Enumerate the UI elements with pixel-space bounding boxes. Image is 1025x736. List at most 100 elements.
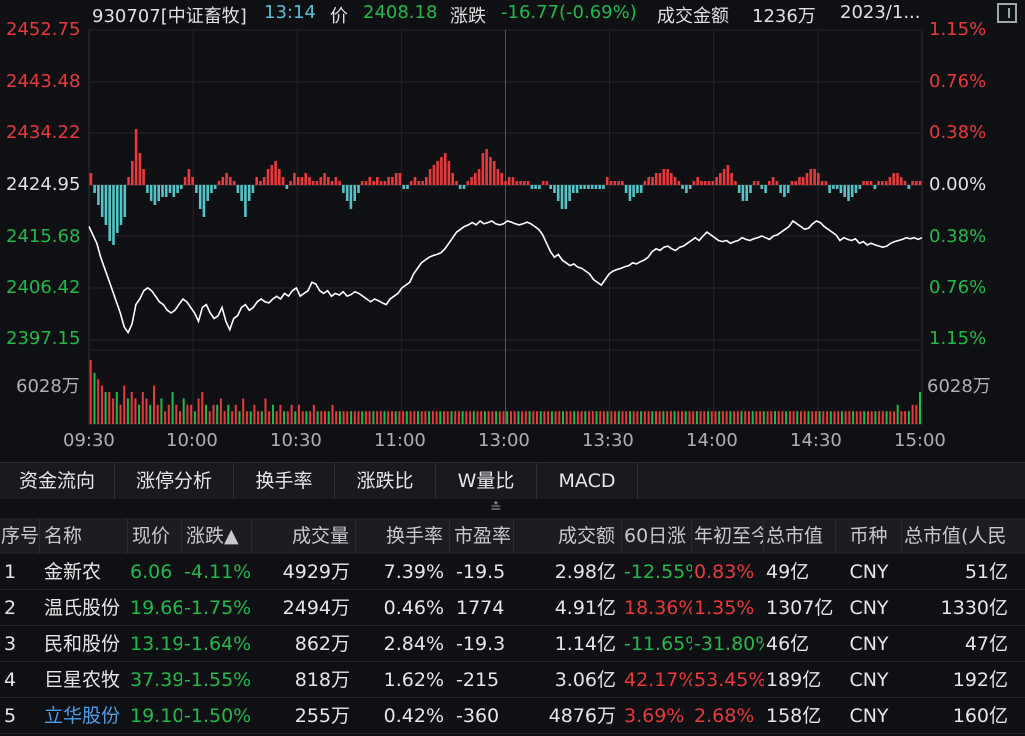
volume-bar (788, 411, 791, 424)
volume-bar (718, 411, 721, 424)
col-header-market-cap-cny[interactable]: 总市值(人民 (904, 525, 1007, 547)
change-bar (587, 185, 590, 189)
volume-bar (476, 411, 479, 424)
table-row[interactable]: 4 巨星农牧 37.39 -1.55% 818万 1.62% -215 3.06亿 42.17%… (0, 662, 1025, 698)
change-bar (300, 177, 304, 185)
turnover-label: 成交金额 (657, 6, 729, 27)
col-header-name[interactable]: 名称 (40, 518, 128, 554)
volume-bar (469, 411, 472, 424)
change-bar (100, 185, 104, 217)
volume-bar (405, 411, 408, 424)
volume-bar (249, 411, 252, 424)
change-bar (530, 185, 534, 189)
col-header-currency[interactable]: 币种 (836, 518, 902, 554)
cell-market-cap: 189亿 (766, 669, 822, 691)
cell-name: 巨星农牧 (44, 669, 121, 691)
volume-bar (272, 404, 274, 424)
price-line (88, 219, 923, 335)
volume-bar (394, 411, 397, 424)
volume-bar (699, 411, 702, 424)
tab-limit-up-analysis[interactable]: 涨停分析 (115, 463, 234, 499)
change-bar (142, 169, 145, 185)
volume-bar (517, 411, 520, 424)
change-bar (425, 177, 428, 185)
col-header-pe[interactable]: 市盈率 (450, 518, 514, 554)
change-bar (119, 185, 123, 225)
tab-fund-flow[interactable]: 资金流向 (0, 463, 115, 499)
volume-bar (904, 411, 907, 424)
volume-bar (751, 411, 754, 424)
layout-toggle-icon[interactable] (997, 3, 1017, 23)
change-bar (915, 181, 918, 185)
table-row[interactable]: 5 立华股份 19.10 -1.50% 255万 0.42% -360 4876万 3.69% 2… (0, 698, 1025, 734)
volume-bar (640, 411, 643, 424)
tab-turnover-rate[interactable]: 换手率 (234, 463, 335, 499)
change-bar (504, 181, 507, 185)
volume-bar (569, 411, 572, 424)
price-value: 2408.18 (363, 2, 438, 23)
col-header-index[interactable]: 序号 (0, 518, 40, 554)
change-bar (176, 185, 179, 193)
change-bar (402, 185, 405, 189)
change-bar (455, 181, 458, 185)
volume-bar (662, 411, 665, 424)
tab-macd[interactable]: MACD (537, 463, 638, 499)
volume-bar (740, 411, 743, 424)
change-bar (104, 185, 108, 225)
volume-bar (212, 404, 215, 424)
volume-bar (439, 411, 442, 424)
volume-bar (647, 411, 650, 424)
change-bar (553, 185, 556, 193)
col-header-change-sorted[interactable]: 涨跌▲ (182, 518, 252, 554)
volume-bar (721, 411, 724, 424)
volume-bar (874, 411, 877, 424)
volume-bar (770, 411, 773, 424)
tab-advance-decline[interactable]: 涨跌比 (335, 463, 436, 499)
table-row[interactable]: 3 民和股份 13.19 -1.64% 862万 2.84% -19.3 1.14亿 -11.6… (0, 626, 1025, 662)
col-header-market-cap[interactable]: 总市值 (764, 518, 836, 554)
tab-volume-ratio[interactable]: W量比 (436, 463, 537, 499)
change-bar (477, 169, 481, 185)
volume-bar (811, 411, 814, 424)
change-bar (131, 161, 134, 185)
volume-bar (643, 411, 646, 424)
volume-bar (521, 411, 524, 424)
change-bar (311, 181, 315, 185)
col-header-price[interactable]: 现价 (128, 518, 182, 554)
change-bar (583, 185, 586, 189)
change-bar (236, 185, 240, 193)
change-bar (647, 177, 650, 185)
volume-bar (714, 411, 717, 424)
cell-60d-change: 3.69% (624, 705, 685, 727)
cell-amount: 4.91亿 (554, 597, 616, 619)
change-bar (168, 185, 172, 193)
cell-change: -1.55% (184, 669, 252, 691)
double-chevron-down-icon[interactable]: ≛ (490, 500, 502, 516)
volume-bar (97, 379, 100, 424)
volume-bar (695, 411, 698, 424)
col-header-ytd[interactable]: 年初至今 (692, 518, 764, 554)
change-bar (703, 181, 707, 185)
volume-bar (885, 411, 888, 424)
cell-60d-change: 18.36% (624, 597, 692, 619)
change-bar (206, 185, 209, 201)
col-header-60d-change[interactable]: 60日涨 (622, 518, 692, 554)
col-header-turnover-rate[interactable]: 换手率 (356, 518, 450, 554)
cell-market-cap-cny: 160亿 (952, 705, 1008, 727)
volume-bar (807, 411, 810, 424)
col-header-volume[interactable]: 成交量 (252, 518, 356, 554)
time-axis-label: 13:30 (582, 430, 634, 451)
col-header-amount[interactable]: 成交额 (514, 518, 622, 554)
intraday-chart[interactable] (0, 0, 1025, 462)
cell-index: 5 (4, 705, 17, 727)
cell-amount: 1.14亿 (554, 633, 616, 655)
change-bar (745, 185, 748, 201)
change-bar (323, 173, 326, 185)
change-bar (172, 185, 176, 197)
right-axis-label: 0.38% (929, 226, 987, 247)
right-axis-label: 1.15% (929, 19, 987, 40)
table-row[interactable]: 1 金新农 6.06 -4.11% 4929万 7.39% -19.5 2.98亿 -12.55… (0, 554, 1025, 590)
cell-market-cap-cny: 51亿 (964, 561, 1008, 583)
table-row[interactable]: 2 温氏股份 19.66 -1.75% 2494万 0.46% 1774 4.91亿 18.36… (0, 590, 1025, 626)
volume-bar (848, 411, 851, 424)
